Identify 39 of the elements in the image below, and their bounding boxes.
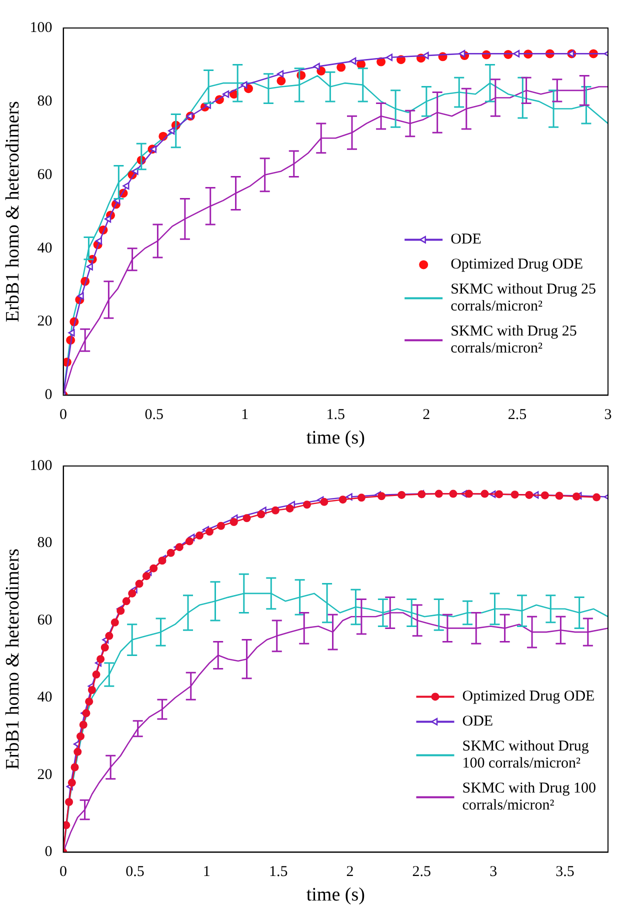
x-tick-label: 2 (422, 407, 430, 424)
y-tick-label: 100 (30, 458, 52, 474)
legend-label: SKMC with Drug 25 corrals/micron² (450, 324, 577, 357)
x-tick-label: 1.5 (326, 407, 346, 424)
x-tick-label: 1 (241, 407, 249, 424)
legend-label: ODE (450, 232, 482, 248)
y-tick-label: 40 (37, 690, 52, 706)
y-tick-label: 40 (37, 240, 52, 256)
x-axis-title: time (s) (306, 884, 365, 906)
y-tick-label: 20 (37, 314, 52, 330)
legend-label: SKMC without Drug 100 corrals/micron² (462, 738, 590, 772)
y-tick-label: 100 (30, 20, 52, 36)
x-tick-label: 0.5 (126, 864, 144, 880)
y-axis-title: ErbB1 homo & heterodimers (2, 101, 24, 322)
x-tick-label: 2 (346, 864, 354, 880)
x-tick-label: 3 (604, 407, 612, 424)
x-tick-label: 2.5 (412, 864, 432, 880)
x-tick-label: 3 (490, 864, 498, 880)
legend-label: ODE (462, 714, 494, 730)
y-tick-label: 0 (44, 844, 52, 860)
x-axis-title: time (s) (306, 428, 365, 449)
y-tick-label: 80 (37, 535, 52, 552)
y-tick-label: 80 (37, 93, 52, 110)
x-tick-label: 1 (202, 864, 210, 880)
y-axis-title: ErbB1 homo & heterodimers (2, 548, 24, 770)
legend-label: Optimized Drug ODE (450, 256, 584, 273)
x-tick-label: 3.5 (556, 864, 574, 880)
y-tick-label: 60 (37, 166, 52, 183)
x-tick-label: 2.5 (508, 407, 527, 424)
legend-label: Optimized Drug ODE (462, 688, 595, 705)
y-tick-label: 0 (44, 387, 52, 404)
x-tick-label: 0 (60, 407, 68, 424)
legend-label: SKMC without Drug 25 corrals/micron² (450, 282, 596, 315)
legend-label: SKMC with Drug 100 corrals/micron² (462, 780, 596, 814)
y-tick-label: 60 (37, 612, 52, 628)
x-tick-label: 1.5 (268, 864, 288, 880)
x-tick-label: 0 (60, 864, 68, 880)
y-tick-label: 20 (37, 766, 52, 783)
x-tick-label: 0.5 (144, 407, 164, 424)
